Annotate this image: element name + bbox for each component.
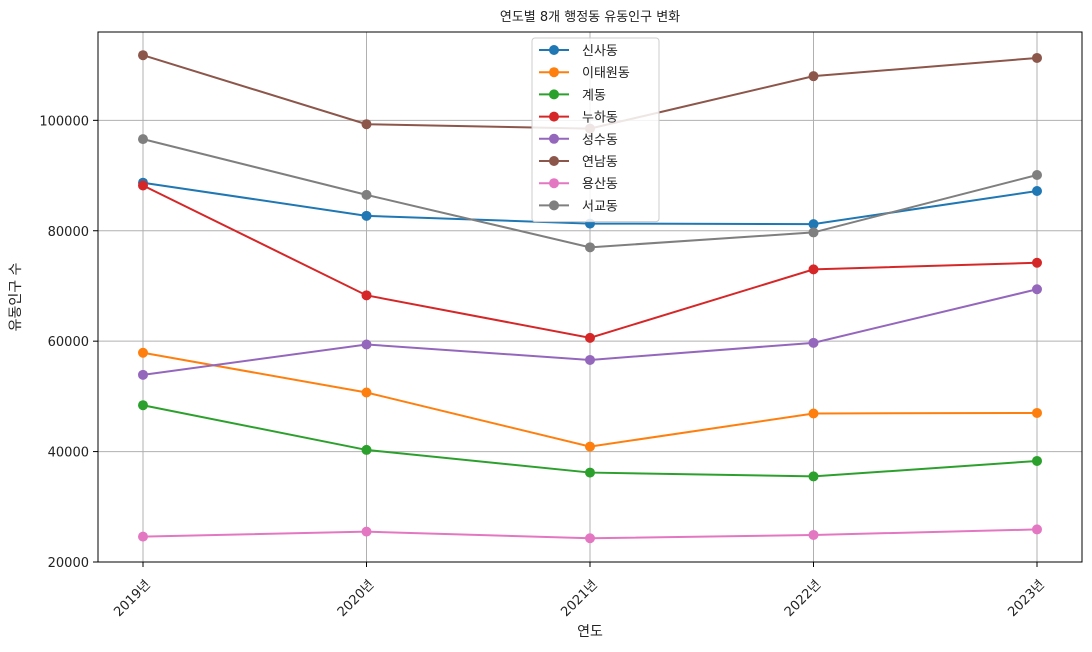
data-point: [361, 119, 372, 130]
data-point: [808, 264, 819, 275]
legend-box: [531, 37, 660, 223]
legend-swatch-marker: [549, 89, 559, 100]
legend-entry-label: 누하동: [582, 111, 618, 126]
data-point: [1032, 524, 1042, 535]
data-point: [1032, 52, 1042, 63]
data-point: [808, 471, 819, 482]
legend-swatch-marker: [549, 200, 559, 211]
legend-entry-label: 연남동: [582, 155, 618, 170]
y-axis-label: 유동인구 수: [8, 262, 24, 331]
data-point: [1032, 169, 1042, 180]
legend-entry-label: 이태원동: [582, 66, 630, 81]
legend-entry-label: 계동: [582, 88, 606, 103]
data-point: [361, 290, 372, 301]
data-point: [361, 189, 372, 200]
data-point: [808, 227, 819, 238]
x-axis-label: 연도: [577, 624, 603, 640]
data-point: [1032, 407, 1042, 418]
data-point: [138, 134, 148, 145]
x-tick-label: 2022년: [782, 578, 824, 620]
data-point: [808, 71, 819, 82]
data-point: [361, 210, 372, 221]
legend-swatch-marker: [549, 67, 559, 78]
y-tick-label: 40000: [48, 446, 89, 461]
data-point: [808, 529, 819, 540]
data-point: [808, 219, 819, 230]
data-point: [361, 339, 372, 350]
data-point: [585, 467, 595, 478]
data-point: [585, 441, 595, 452]
series-group: [138, 180, 1042, 343]
y-tick-label: 80000: [48, 225, 89, 240]
y-tick-label: 100000: [39, 114, 89, 129]
x-tick-label: 2019년: [111, 578, 153, 620]
series-group: [138, 400, 1042, 482]
legend-entry-label: 신사동: [582, 44, 618, 59]
legend-entry-label: 용산동: [582, 177, 618, 192]
y-tick-label: 60000: [48, 335, 89, 350]
data-point: [138, 180, 148, 191]
data-point: [361, 387, 372, 398]
chart-title: 연도별 8개 행정동 유동인구 변화: [500, 9, 680, 25]
data-point: [808, 408, 819, 419]
data-point: [138, 400, 148, 411]
data-point: [585, 354, 595, 365]
x-tick-label: 2020년: [335, 578, 377, 620]
data-point: [1032, 284, 1042, 295]
data-point: [808, 337, 819, 348]
data-point: [1032, 186, 1042, 196]
y-tick-label: 20000: [48, 556, 89, 571]
data-point: [138, 369, 148, 380]
series-layer: [138, 50, 1042, 544]
series-group: [138, 524, 1042, 544]
legend-swatch-marker: [549, 156, 559, 166]
data-point: [585, 332, 595, 343]
legend-entry-label: 서교동: [582, 199, 618, 214]
data-point: [138, 50, 148, 61]
data-point: [585, 533, 595, 544]
data-point: [361, 526, 372, 537]
data-point: [138, 531, 148, 542]
data-point: [138, 347, 148, 358]
series-group: [138, 347, 1042, 452]
x-tick-label: 2021년: [558, 578, 600, 620]
legend-swatch-marker: [549, 111, 559, 122]
legend-swatch-marker: [549, 133, 559, 144]
legend-entry-label: 성수동: [582, 133, 618, 148]
data-point: [1032, 455, 1042, 466]
legend-swatch-marker: [549, 178, 559, 189]
legend-swatch-marker: [549, 45, 559, 55]
data-point: [585, 242, 595, 253]
series-group: [138, 284, 1042, 380]
data-point: [1032, 257, 1042, 268]
data-point: [361, 444, 372, 455]
x-tick-label: 2023년: [1005, 578, 1047, 620]
series-group: [138, 134, 1042, 253]
